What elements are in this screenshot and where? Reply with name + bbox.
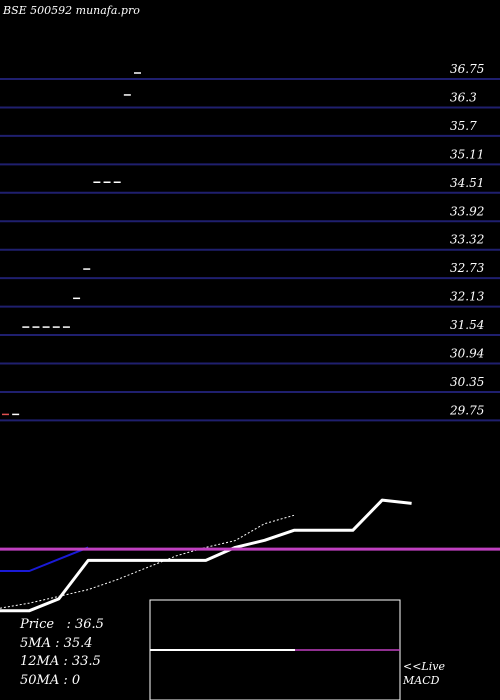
macd-label-line1: <<Live [403, 660, 445, 673]
macd-label: <<Live MACD [403, 660, 445, 688]
chart-title: BSE 500592 munafa.pro [3, 4, 140, 17]
price-grid: 36.75 36.3 35.7 35.11 34.51 33.92 33.32 32.73 32… [0, 62, 500, 422]
y-tick-label: 33.32 [450, 233, 484, 247]
y-tick-label: 32.13 [450, 290, 485, 304]
stat-price: Price : 36.5 [20, 617, 104, 632]
stat-50ma: 50MA : 0 [20, 672, 81, 688]
y-tick-label: 35.7 [450, 119, 477, 133]
macd-label-line2: MACD [403, 674, 440, 687]
y-tick-label: 29.75 [449, 403, 484, 417]
y-tick-label: 30.35 [450, 375, 484, 389]
y-tick-label: 30.94 [450, 347, 484, 361]
y-tick-label: 35.11 [450, 147, 484, 161]
y-tick-label: 34.51 [450, 176, 484, 190]
stat-5ma: 5MA : 35.4 [20, 635, 93, 651]
y-tick-label: 36.3 [450, 90, 477, 104]
y-tick-label: 32.73 [450, 261, 485, 275]
price-markers [2, 72, 141, 416]
stats-panel: Price : 36.5 5MA : 35.4 12MA : 33.5 50MA… [20, 616, 104, 690]
stat-12ma: 12MA : 33.5 [20, 654, 101, 669]
series-price-line [0, 498, 412, 613]
series-12ma-line [0, 546, 89, 572]
series-5ma-line [0, 514, 295, 609]
macd-panel [149, 599, 401, 700]
moving-average-panel [0, 498, 500, 613]
y-tick-label: 31.54 [450, 318, 484, 332]
y-tick-label: 36.75 [450, 62, 484, 76]
y-tick-label: 33.92 [450, 204, 484, 218]
